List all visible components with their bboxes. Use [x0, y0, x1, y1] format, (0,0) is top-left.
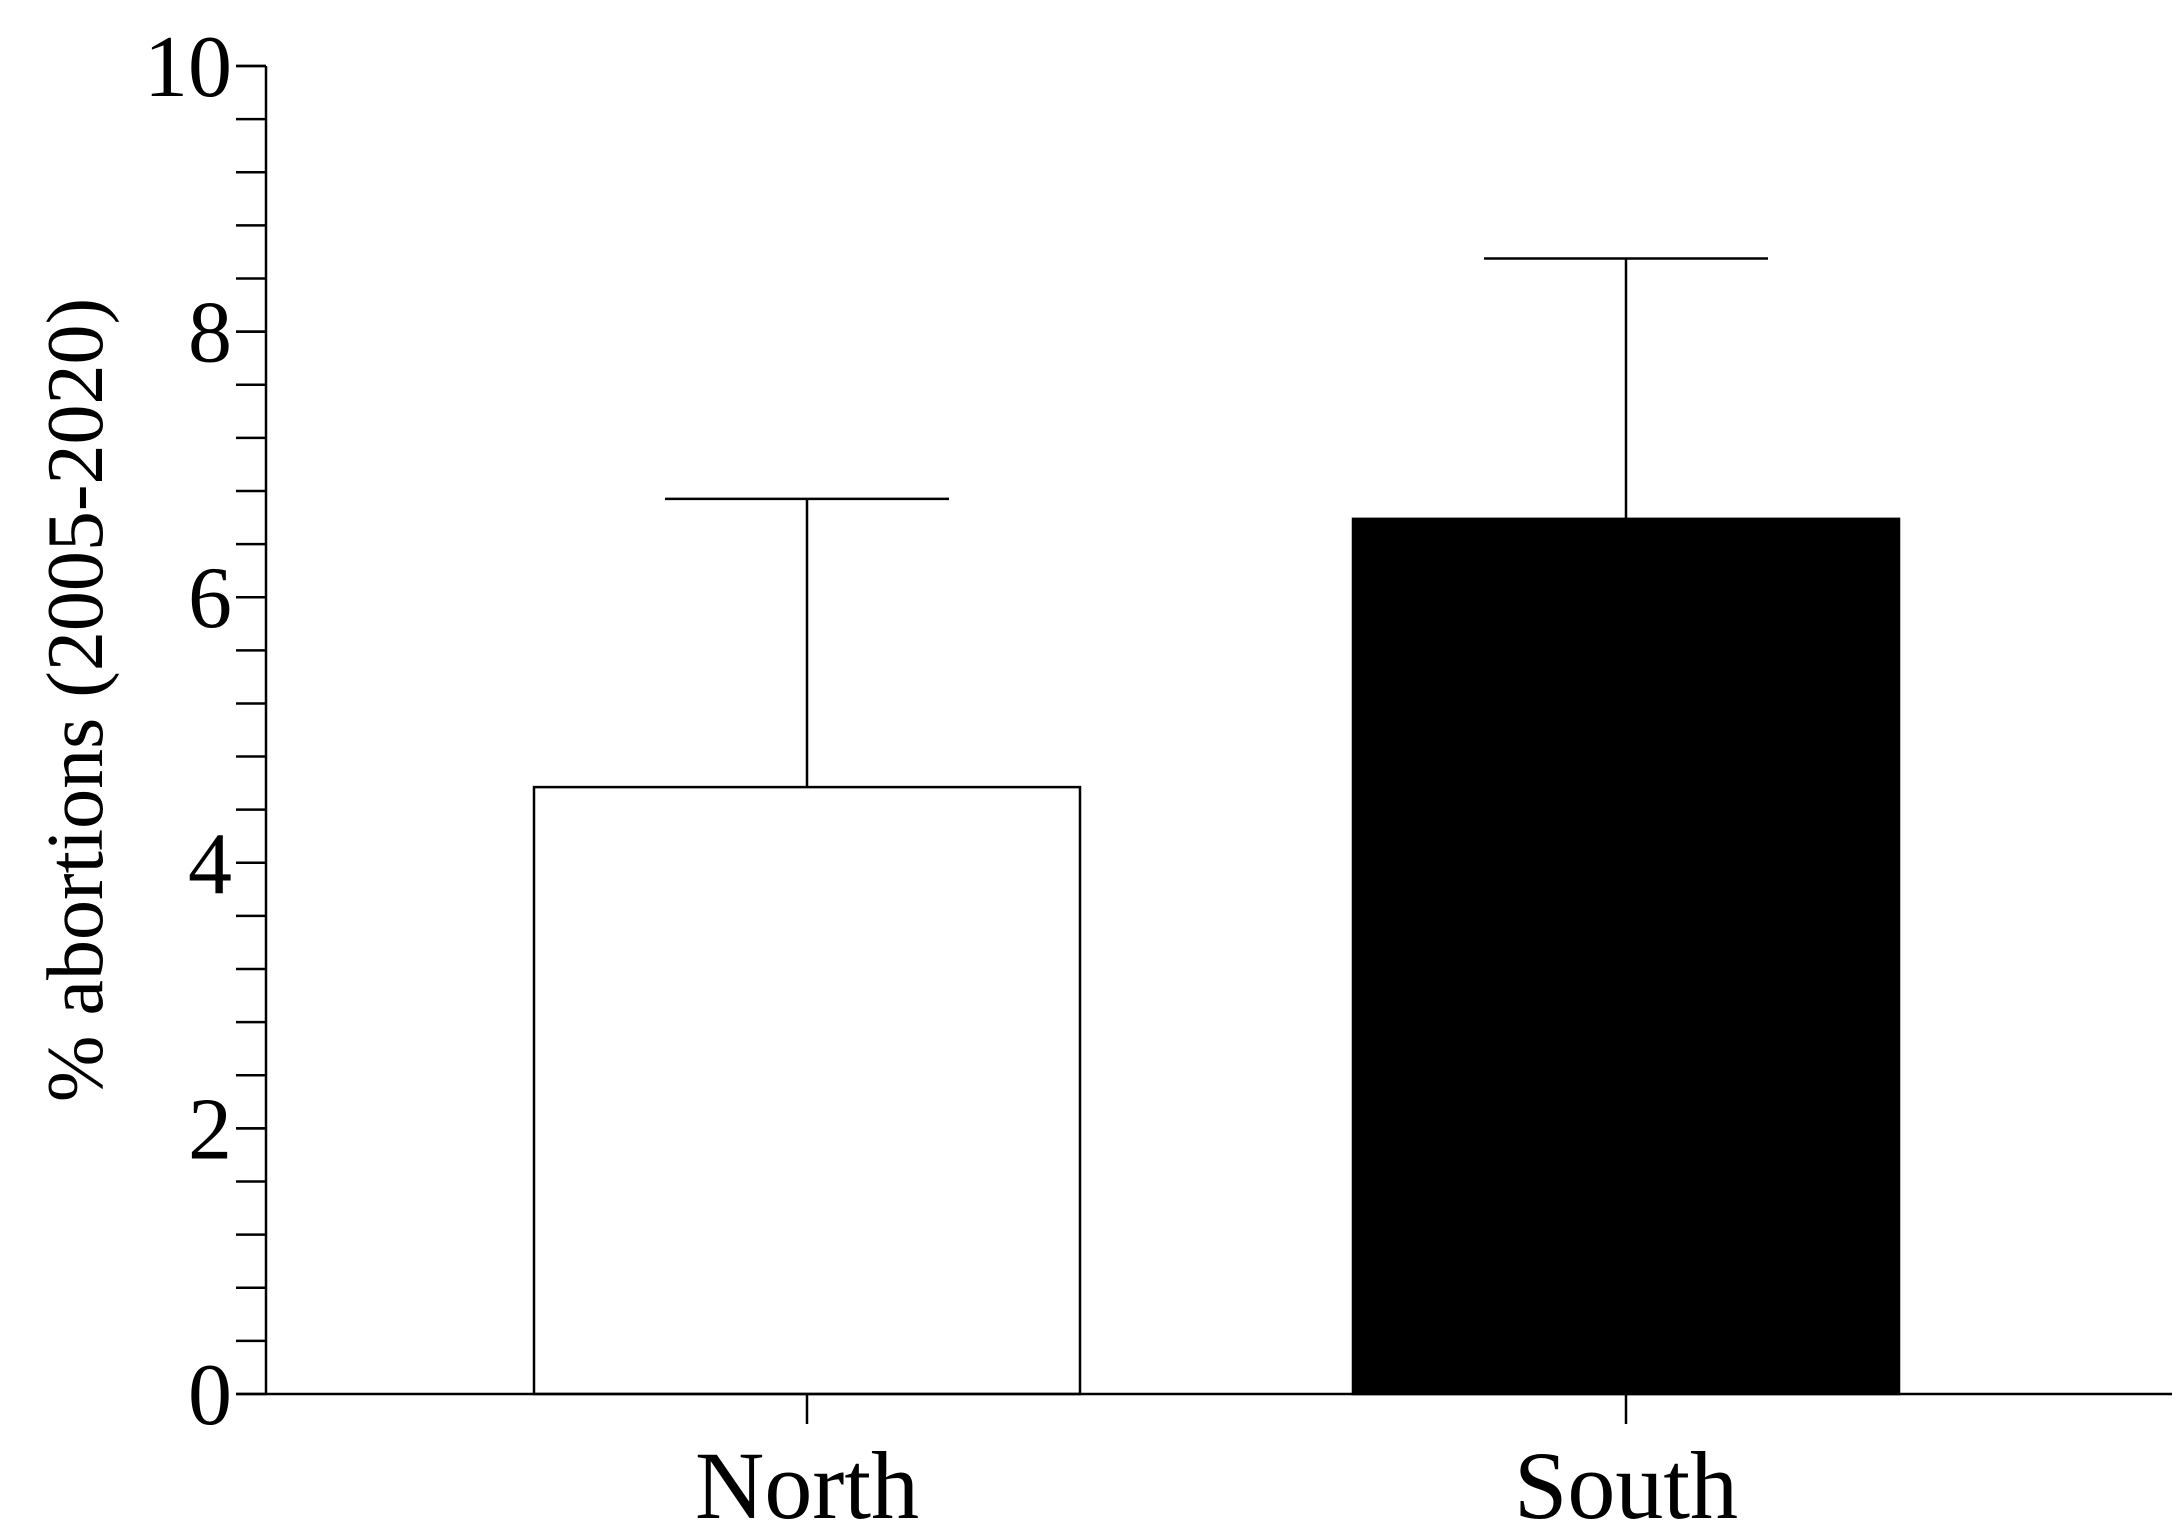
y-tick-label: 2 — [188, 1081, 232, 1178]
y-tick-label: 0 — [188, 1347, 232, 1444]
x-tick-label-north: North — [695, 1432, 919, 1534]
x-tick-label-south: South — [1514, 1432, 1738, 1534]
bar-north — [534, 787, 1080, 1394]
y-tick-label: 8 — [188, 285, 232, 382]
y-tick-label: 6 — [188, 550, 232, 647]
bars — [534, 519, 1899, 1394]
bar-south — [1353, 519, 1899, 1394]
y-tick-label: 4 — [188, 816, 232, 913]
y-ticks: 0 2 4 6 8 10 — [144, 19, 266, 1444]
y-tick-label: 10 — [144, 19, 232, 116]
y-axis-title: % abortions (2005-2020) — [32, 298, 120, 1102]
x-ticks: North South — [695, 1394, 1738, 1534]
